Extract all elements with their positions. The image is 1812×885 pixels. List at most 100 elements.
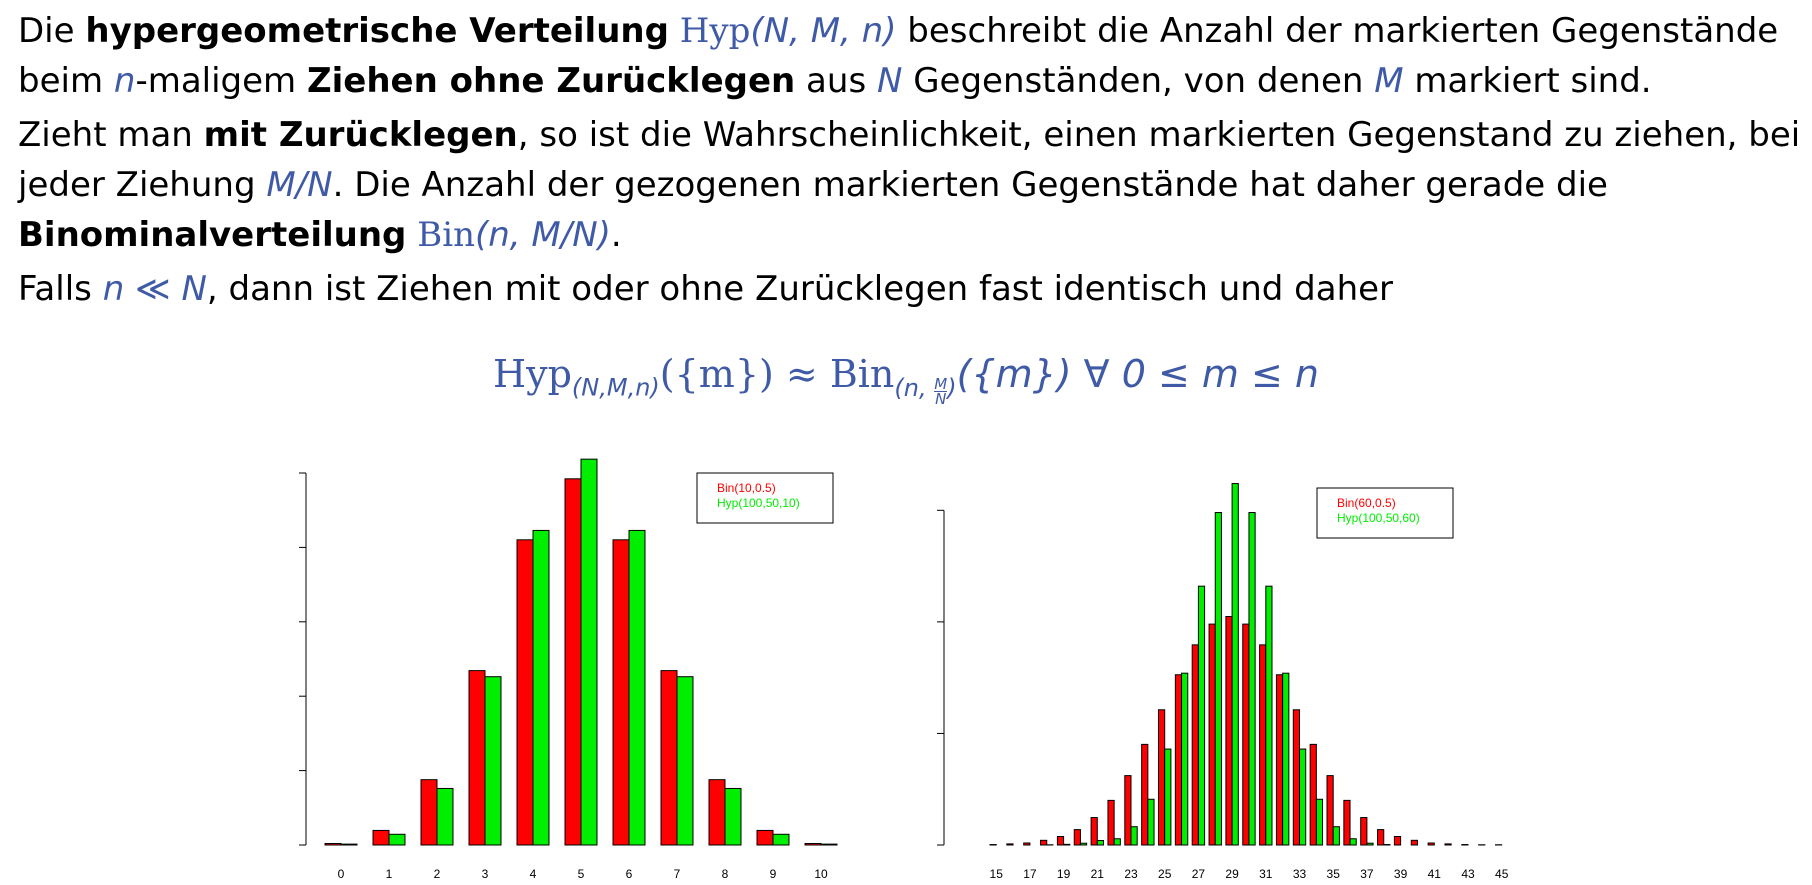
text-run: aus (795, 61, 877, 101)
x-tick-label: 21 (1091, 867, 1105, 881)
bar-bin (1158, 709, 1166, 846)
bar-hyp (388, 833, 406, 846)
bar-bin (1090, 817, 1098, 846)
text-run: , so ist die Wahrscheinlichkeit, einen m… (18, 115, 1801, 205)
bar-bin (1056, 836, 1065, 846)
x-tick-label: 9 (770, 867, 777, 881)
slide-text: Die hypergeometrische Verteilung Hyp(N, … (18, 6, 1808, 314)
bold-term: Binominalverteilung (18, 215, 407, 255)
x-tick-label: 27 (1192, 867, 1206, 881)
x-tick-label: 25 (1158, 867, 1172, 881)
bar-hyp (1231, 483, 1239, 846)
bar-bin (372, 829, 390, 846)
formula-hyp-sub: (N,M,n) (571, 373, 660, 402)
legend-entry: Hyp(100,50,10) (717, 496, 800, 510)
x-tick-label: 2 (434, 867, 441, 881)
formula-bin-sub: (n, (894, 373, 935, 402)
x-tick-label: 19 (1057, 867, 1071, 881)
bold-term: hypergeometrische Verteilung (85, 11, 669, 51)
formula-set: ({m}) ≈ (659, 352, 830, 396)
x-tick-label: 33 (1293, 867, 1307, 881)
bar-bin (1360, 817, 1368, 846)
bar-bin (1040, 839, 1048, 846)
bar-bin (564, 478, 582, 846)
bar-hyp (772, 833, 790, 846)
bar-bin (1410, 839, 1418, 846)
math-args: (n, M/N) (474, 215, 611, 255)
bar-hyp (580, 458, 598, 846)
text-run: Gegenständen, von denen (902, 61, 1375, 101)
bar-hyp (1299, 748, 1307, 846)
bar-bin (1023, 842, 1031, 846)
bar-hyp (1181, 672, 1189, 846)
y-tick-label: 0.05 (290, 759, 292, 783)
math-condition: n ≪ N (102, 269, 207, 309)
x-tick-label: 15 (990, 867, 1004, 881)
formula-hyp: Hyp (492, 352, 572, 396)
bar-hyp (1079, 842, 1088, 846)
formula-bin-sub-close: ) (947, 373, 957, 402)
x-tick-label: 3 (482, 867, 489, 881)
bar-bin (1343, 799, 1351, 846)
bar-bin (324, 843, 342, 846)
bar-hyp (1332, 826, 1340, 846)
text-run: , dann ist Ziehen mit oder ohne Zurückle… (206, 269, 1394, 309)
bar-bin (1124, 775, 1132, 846)
y-tick-label: 0.10 (290, 684, 292, 708)
math-hyp: Hyp (679, 11, 751, 51)
bar-bin (1225, 616, 1233, 846)
legend-entry: Bin(60,0.5) (1337, 496, 1396, 510)
legend-box (696, 472, 834, 524)
x-tick-label: 31 (1259, 867, 1273, 881)
bar-hyp (1366, 842, 1374, 846)
x-tick-label: 39 (1394, 867, 1408, 881)
formula-bin: Bin (829, 352, 895, 396)
bar-hyp (1214, 512, 1222, 846)
bar-bin (1006, 843, 1014, 846)
legend-entry: Bin(10,0.5) (717, 481, 776, 495)
paragraph-condition: Falls n ≪ N, dann ist Ziehen mit oder oh… (18, 264, 1808, 314)
bar-bin (1393, 836, 1402, 846)
bar-bin (756, 829, 774, 846)
bar-hyp (1164, 748, 1172, 846)
fraction-denominator: N (935, 389, 947, 408)
x-tick-label: 10 (814, 867, 828, 881)
math-bin: Bin (417, 215, 475, 255)
x-tick-label: 0 (338, 867, 345, 881)
x-tick-label: 29 (1225, 867, 1239, 881)
text-run: Falls (18, 269, 103, 309)
bar-bin (420, 779, 438, 846)
bar-hyp (1147, 798, 1155, 846)
bar-bin (612, 539, 630, 846)
legend-box (1316, 487, 1454, 539)
bar-bin (1427, 842, 1435, 846)
text-run: -maligem (135, 61, 307, 101)
math-args: (N, M, n) (750, 11, 897, 51)
approximation-formula: Hyp(N,M,n)({m}) ≈ Bin(n, M N)({m}) ∀ 0 ≤ … (0, 352, 1812, 406)
bar-hyp (628, 529, 646, 846)
bar-hyp (1096, 840, 1105, 846)
bar-hyp (676, 676, 694, 846)
x-tick-label: 35 (1327, 867, 1341, 881)
bar-hyp (1282, 672, 1290, 846)
bar-hyp (1315, 798, 1324, 846)
bar-bin (516, 539, 534, 846)
bar-bin (1377, 829, 1385, 846)
bar-bin (1242, 623, 1250, 846)
bar-hyp (1349, 838, 1357, 846)
bar-hyp (1130, 826, 1138, 846)
bar-bin (1326, 775, 1334, 846)
bar-hyp (1265, 585, 1273, 846)
x-tick-label: 43 (1461, 867, 1475, 881)
x-tick-label: 45 (1495, 867, 1509, 881)
bar-hyp (1197, 585, 1206, 846)
x-tick-label: 5 (578, 867, 585, 881)
bar-hyp (436, 787, 454, 846)
bar-bin (1174, 674, 1183, 846)
legend-entry: Hyp(100,50,60) (1337, 511, 1420, 525)
text-run: beschreibt die Anzahl der markierten Geg… (18, 11, 1779, 101)
bar-bin (660, 670, 678, 846)
text-run: markiert sind. (1403, 61, 1652, 101)
bar-bin (468, 670, 486, 846)
